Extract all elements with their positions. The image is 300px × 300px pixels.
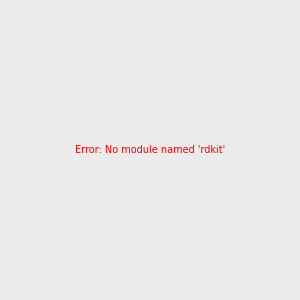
Text: Error: No module named 'rdkit': Error: No module named 'rdkit' — [75, 145, 225, 155]
